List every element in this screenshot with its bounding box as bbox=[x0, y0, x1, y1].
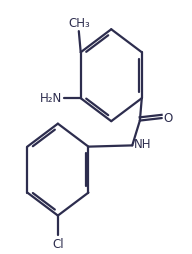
Text: NH: NH bbox=[134, 138, 152, 151]
Text: H₂N: H₂N bbox=[40, 92, 63, 105]
Text: CH₃: CH₃ bbox=[68, 17, 90, 30]
Text: Cl: Cl bbox=[52, 238, 64, 251]
Text: O: O bbox=[164, 112, 173, 124]
